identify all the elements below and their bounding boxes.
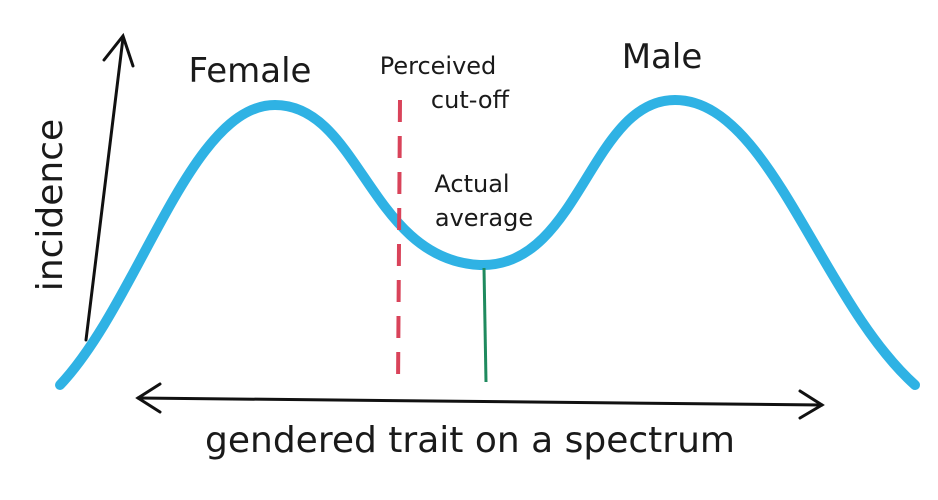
marker-label: average: [435, 204, 533, 232]
peak-label: Male: [622, 37, 703, 77]
marker-label: Perceived: [380, 52, 497, 80]
x-axis: [135, 382, 825, 420]
y-axis-arrowhead: [102, 32, 135, 68]
y-axis-label: incidence: [30, 119, 71, 291]
perceived-cutoff-line: [396, 99, 402, 389]
peak-label: Female: [189, 51, 312, 91]
x-axis-line: [136, 396, 824, 407]
marker-label: cut-off: [431, 86, 510, 114]
x-axis-label: gendered trait on a spectrum: [205, 420, 735, 461]
actual-average-line: [482, 267, 488, 383]
distribution-curve: [55, 94, 920, 390]
x-axis-arrowhead-right: [798, 389, 825, 420]
y-axis-line: [84, 36, 125, 342]
y-axis: [84, 32, 135, 342]
marker-label: Actual: [434, 170, 509, 198]
x-axis-arrowhead-left: [135, 382, 162, 414]
